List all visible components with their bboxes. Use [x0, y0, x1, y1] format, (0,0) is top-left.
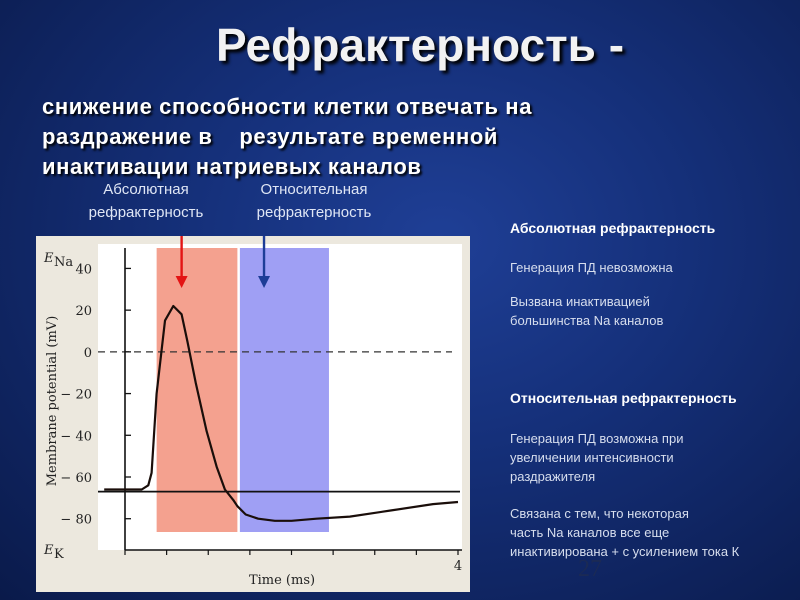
slide-subtitle: снижение способности клетки отвечать на … — [42, 92, 682, 182]
subtitle-line: инактивации натриевых каналов — [42, 154, 422, 179]
slide-title: Рефрактерность - — [215, 19, 625, 71]
abs-text2: Вызвана инактивацией большинства Na кана… — [510, 292, 663, 330]
label-absolute-line: Абсолютная — [103, 181, 189, 198]
action-potential-chart: 40 20 0− 20− 40− 60− 80 4 E Na E K Membrane pote… — [36, 236, 470, 592]
label-absolute-refractory: Абсолютная рефрактерность — [66, 178, 226, 224]
label-relative-line: Относительная — [260, 181, 368, 198]
rel-text1-line: Генерация ПД возможна при — [510, 431, 684, 446]
rel-text2: Связана с тем, что некоторая часть Na ка… — [510, 504, 739, 561]
rel-text2-line: инактивирована + с усилением тока К — [510, 544, 740, 559]
subtitle-line: раздражение в результате временной — [42, 124, 499, 149]
abs-text2-line: Вызвана инактивацией — [510, 294, 650, 309]
y-tick-label: 40 — [75, 262, 92, 277]
y-tick-label: − 40 — [60, 429, 92, 444]
rel-text2-line: часть Na каналов все еще — [510, 525, 670, 540]
label-relative-refractory: Относительная рефрактерность — [234, 178, 394, 224]
rel-heading: Относительная рефрактерность — [510, 390, 737, 406]
y-tick-label: 20 — [75, 304, 92, 319]
subtitle-line: снижение способности клетки отвечать на — [42, 94, 533, 119]
y-axis-title: Membrane potential (mV) — [45, 316, 60, 487]
rel-text2-line: Связана с тем, что некоторая — [510, 506, 689, 521]
rel-text1-line: раздражителя — [510, 469, 596, 484]
label-relative-line: рефрактерность — [256, 204, 372, 221]
arrow-head — [175, 276, 188, 288]
x-tick-label: 4 — [454, 559, 462, 574]
abs-text2-line: большинства Na каналов — [510, 313, 664, 328]
action-potential-curve — [104, 304, 459, 522]
abs-text1: Генерация ПД невозможна — [510, 260, 673, 275]
ek-label: E — [43, 543, 54, 558]
ena-subscript: Na — [54, 255, 73, 270]
x-axis-title: Time (ms) — [249, 573, 315, 588]
y-tick-label: 0 — [84, 346, 92, 361]
y-tick-label: − 80 — [60, 513, 92, 528]
rel-text1-line: увеличении интенсивности — [510, 450, 674, 465]
abs-heading: Абсолютная рефрактерность — [510, 220, 716, 236]
y-tick-label: − 20 — [60, 388, 92, 403]
page-number: 27 — [578, 556, 602, 582]
region-relative — [239, 248, 329, 532]
ek-subscript: K — [54, 547, 64, 562]
y-tick-label: − 60 — [60, 471, 92, 486]
label-absolute-line: рефрактерность — [88, 204, 204, 221]
arrow-head — [258, 276, 271, 288]
rel-text1: Генерация ПД возможна при увеличении инт… — [510, 429, 683, 486]
ena-label: E — [43, 251, 54, 266]
